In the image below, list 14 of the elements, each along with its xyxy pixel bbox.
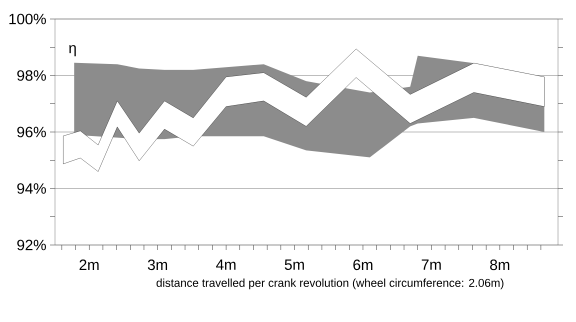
x-tick-label: 7m [422,260,441,270]
x-axis-title: distance travelled per crank revolution (wheel circumference: 2.06m) [156,278,504,290]
x-tick-label: 5m [284,260,304,270]
y-tick-label: 94% [17,183,46,194]
y-axis-title: η [69,45,76,56]
y-tick-label: 100% [9,14,46,24]
y-tick-label: 92% [17,240,46,250]
y-tick-label: 98% [17,70,46,81]
y-tick-label: 96% [17,126,46,138]
x-tick-label: 2m [80,260,99,270]
x-tick-label: 8m [490,260,510,270]
x-tick-label: 3m [148,260,168,270]
x-tick-label: 4m [216,260,236,270]
x-tick-label: 6m [353,260,372,270]
